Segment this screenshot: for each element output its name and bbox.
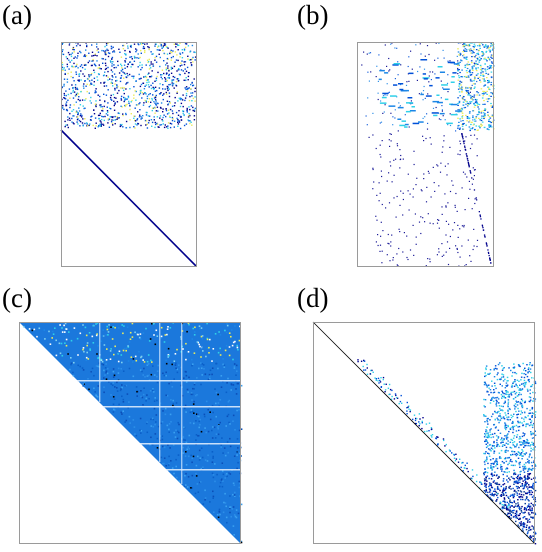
diagonal-line-a [60,129,197,267]
dense-block-a [61,42,197,130]
scatter-pattern-b [361,42,495,267]
triangle-fill-c [19,322,243,544]
diagonal-line-d [312,321,535,544]
frame-a [61,42,197,267]
panel-label-c: (c) [2,283,32,313]
triangle-fill-d [357,359,537,545]
frame-b [357,42,494,267]
panel-label-a: (a) [2,0,32,30]
sparsity-plot-a [60,42,197,267]
panel-label-b: (b) [297,0,329,30]
panel-label-d: (d) [297,283,329,313]
frame-c [19,322,241,544]
sparsity-plot-c [19,322,243,544]
sparsity-plot-d [312,321,537,545]
frame-d [313,322,535,544]
sparsity-plot-b [357,42,495,267]
